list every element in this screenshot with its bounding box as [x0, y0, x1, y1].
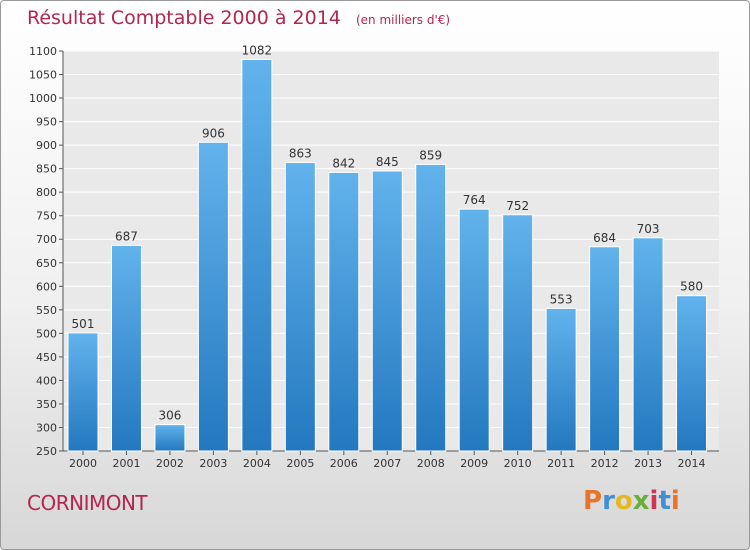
data-label-2005: 863: [289, 147, 312, 161]
x-tick-label: 2007: [373, 457, 401, 470]
data-label-2010: 752: [506, 199, 529, 213]
data-label-2012: 684: [593, 231, 616, 245]
bar-2000: [67, 332, 99, 452]
bar-2011: [545, 307, 577, 452]
logo-letter: o: [614, 486, 633, 516]
chart-title: Résultat Comptable 2000 à 2014 (en milli…: [27, 7, 450, 29]
bar-2003: [197, 141, 229, 452]
logo-letter: i: [649, 486, 659, 516]
y-tick-label: 800: [36, 186, 57, 199]
logo-letter: t: [658, 486, 671, 516]
data-label-2014: 580: [680, 280, 703, 294]
x-tick-label: 2012: [591, 457, 619, 470]
bar-2007: [371, 170, 403, 452]
data-label-2013: 703: [637, 222, 660, 236]
bar-2002: [154, 424, 186, 452]
x-tick-label: 2013: [634, 457, 662, 470]
data-label-2004: 1082: [242, 43, 273, 57]
y-tick-label: 950: [36, 116, 57, 129]
bar-2014: [676, 295, 708, 452]
data-label-2000: 501: [72, 317, 95, 331]
y-tick-label: 400: [36, 374, 57, 387]
x-tick-label: 2005: [286, 457, 314, 470]
commune-name: CORNIMONT: [27, 491, 148, 515]
bar-2010: [502, 214, 534, 452]
bar-2012: [589, 246, 621, 452]
data-label-2011: 553: [550, 292, 573, 306]
x-tick-label: 2009: [460, 457, 488, 470]
y-tick-label: 1000: [29, 92, 57, 105]
x-tick-label: 2011: [547, 457, 575, 470]
data-label-2009: 764: [463, 193, 486, 207]
y-tick-label: 650: [36, 257, 57, 270]
x-tick-label: 2004: [243, 457, 271, 470]
y-tick-label: 450: [36, 351, 57, 364]
bar-2001: [110, 244, 142, 452]
y-tick-label: 550: [36, 304, 57, 317]
bar-2006: [328, 171, 360, 452]
x-tick-label: 2002: [156, 457, 184, 470]
data-label-2008: 859: [419, 148, 442, 162]
data-label-2003: 906: [202, 126, 225, 140]
y-tick-label: 350: [36, 398, 57, 411]
y-tick-label: 600: [36, 280, 57, 293]
y-tick-label: 300: [36, 421, 57, 434]
y-tick-label: 250: [36, 445, 57, 458]
y-tick-label: 1050: [29, 69, 57, 82]
x-tick-label: 2000: [69, 457, 97, 470]
y-tick-label: 700: [36, 233, 57, 246]
x-tick-label: 2008: [417, 457, 445, 470]
x-tick-label: 2014: [678, 457, 706, 470]
bar-2004: [241, 58, 273, 452]
y-tick-label: 900: [36, 139, 57, 152]
data-label-2006: 842: [332, 156, 355, 170]
data-label-2002: 306: [158, 409, 181, 423]
bar-2009: [458, 208, 490, 452]
bar-2005: [284, 162, 316, 452]
y-tick-label: 1100: [29, 45, 57, 58]
x-tick-label: 2001: [112, 457, 140, 470]
y-tick-label: 500: [36, 327, 57, 340]
data-label-2007: 845: [376, 155, 399, 169]
proxiti-logo[interactable]: Proxiti: [583, 486, 680, 516]
data-label-2001: 687: [115, 229, 138, 243]
title-unit: (en milliers d'€): [355, 13, 451, 27]
bar-2008: [415, 163, 447, 452]
logo-letter: x: [632, 486, 650, 516]
logo-letter: r: [602, 486, 615, 516]
x-tick-label: 2010: [504, 457, 532, 470]
x-tick-label: 2006: [330, 457, 358, 470]
x-tick-label: 2003: [199, 457, 227, 470]
y-tick-label: 750: [36, 210, 57, 223]
y-tick-label: 850: [36, 163, 57, 176]
logo-letter: i: [670, 486, 680, 516]
bar-2013: [632, 237, 664, 452]
logo-letter: P: [583, 486, 603, 516]
title-text: Résultat Comptable 2000 à 2014: [27, 7, 341, 29]
